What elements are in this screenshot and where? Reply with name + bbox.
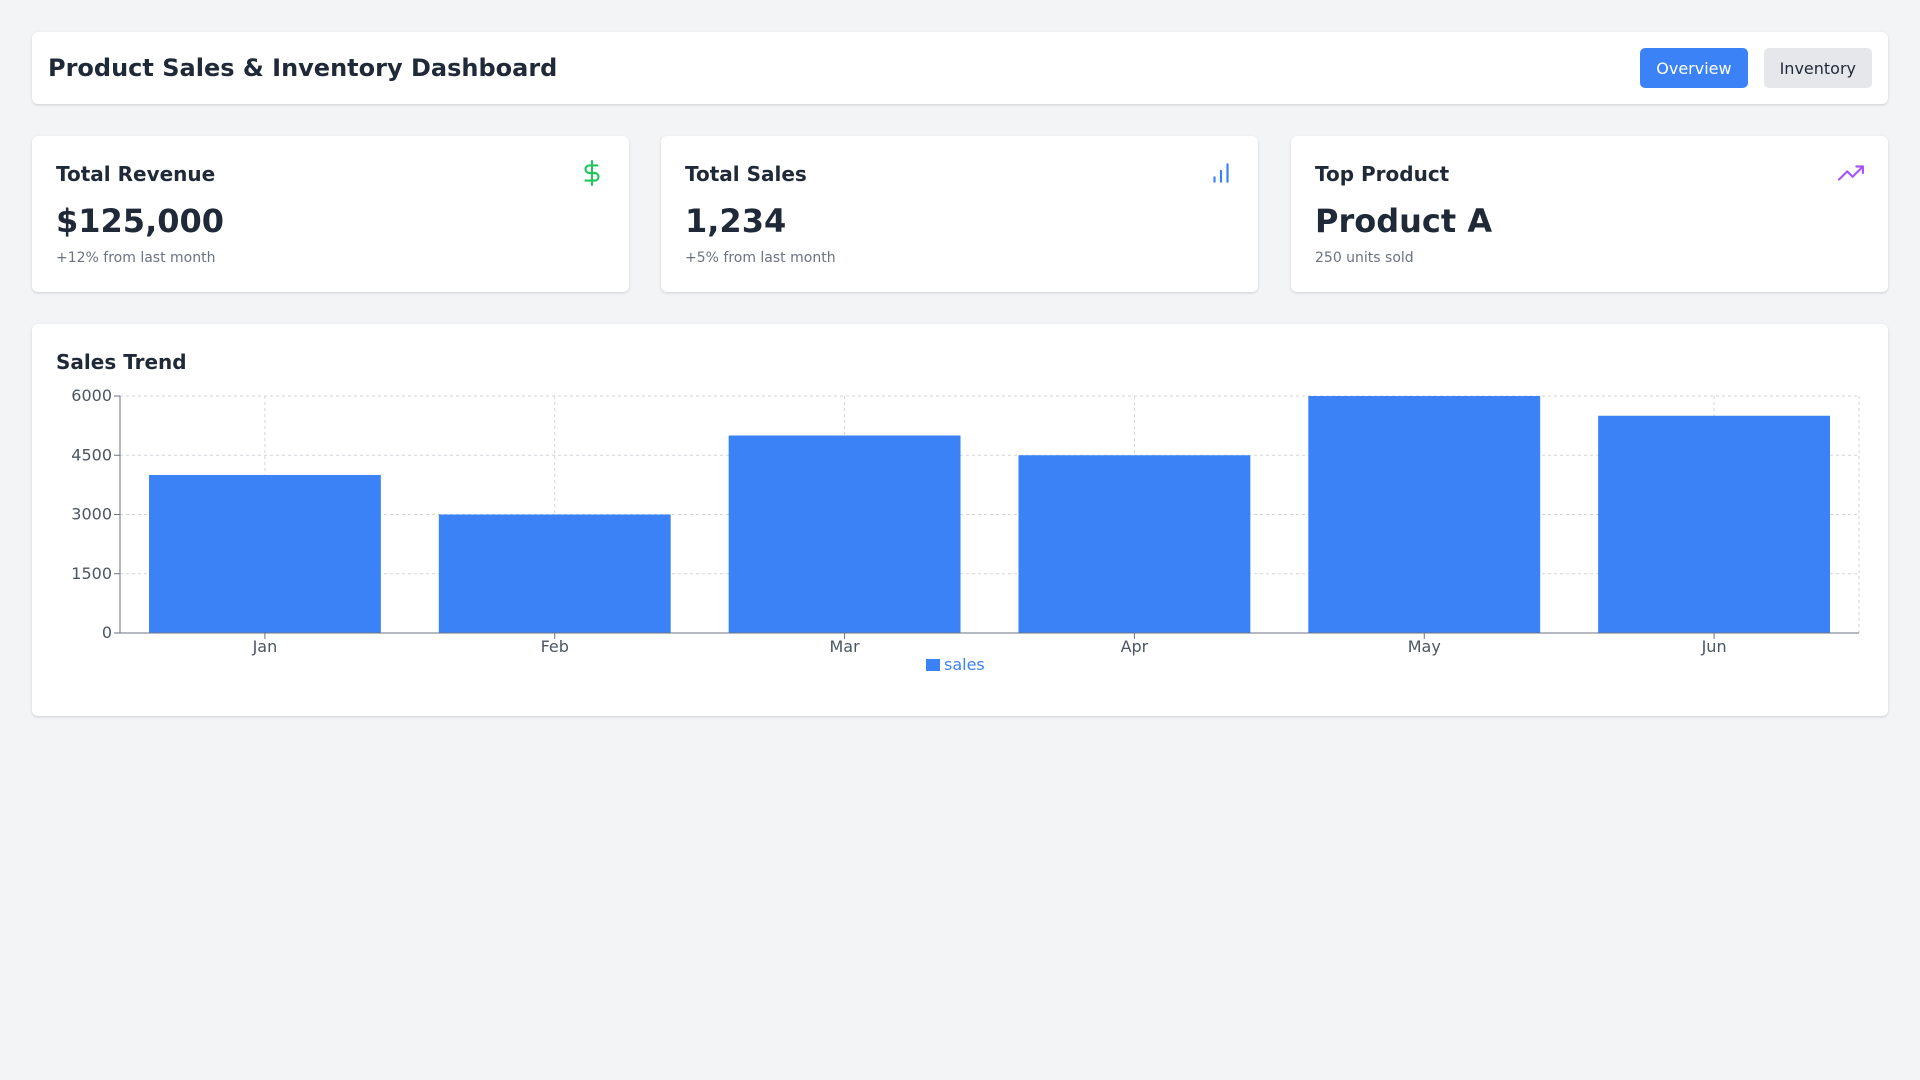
x-tick-label: May	[1408, 637, 1441, 656]
sales-trend-panel: Sales Trend 0 1500 3000 4500 6000 Jan Feb Mar Ap…	[32, 324, 1888, 716]
page-title: Product Sales & Inventory Dashboard	[48, 54, 558, 82]
dollar-icon	[584, 160, 600, 186]
top-product-card: Top Product Product A 250 units sold	[1291, 136, 1888, 292]
card-subtext: +5% from last month	[685, 250, 836, 266]
trending-up-icon	[1838, 165, 1864, 181]
y-tick-label: 3000	[71, 505, 112, 524]
tab-overview[interactable]: Overview	[1640, 48, 1748, 88]
y-tick-label: 4500	[71, 445, 112, 464]
bar-apr	[1018, 455, 1251, 633]
bar-feb	[438, 514, 671, 633]
chart-title: Sales Trend	[56, 350, 187, 374]
card-title: Total Revenue	[56, 162, 216, 186]
legend-swatch	[926, 659, 940, 671]
sales-bar-chart: 0 1500 3000 4500 6000 Jan Feb Mar Apr May Jun sales	[71, 386, 1860, 674]
total-revenue-card: Total Revenue $125,000 +12% from last mo…	[32, 136, 629, 292]
legend-label: sales	[944, 655, 985, 674]
total-sales-card: Total Sales 1,234 +5% from last month	[661, 136, 1258, 292]
y-tick-label: 1500	[71, 564, 112, 583]
y-tick-label: 6000	[71, 386, 112, 405]
x-tick-label: Mar	[829, 637, 860, 656]
bar-jun	[1598, 415, 1831, 633]
card-subtext: +12% from last month	[56, 250, 216, 266]
bar-chart-icon	[1213, 163, 1229, 183]
y-tick-label: 0	[102, 623, 112, 642]
card-subtext: 250 units sold	[1315, 250, 1414, 266]
bar-may	[1308, 396, 1541, 633]
card-value: $125,000	[56, 202, 225, 240]
x-tick-label: Feb	[541, 637, 569, 656]
bar-mar	[728, 435, 961, 633]
view-tabs: Overview Inventory	[1640, 48, 1872, 88]
card-title: Top Product	[1315, 162, 1450, 186]
x-tick-label: Jan	[252, 637, 278, 656]
card-value: 1,234	[685, 202, 787, 240]
x-tick-label: Apr	[1121, 637, 1149, 656]
x-tick-label: Jun	[1701, 637, 1727, 656]
dashboard-header: Product Sales & Inventory Dashboard Over…	[32, 32, 1888, 104]
card-value: Product A	[1315, 202, 1493, 240]
card-title: Total Sales	[685, 162, 807, 186]
bar-jan	[148, 475, 381, 633]
tab-inventory[interactable]: Inventory	[1763, 48, 1872, 88]
